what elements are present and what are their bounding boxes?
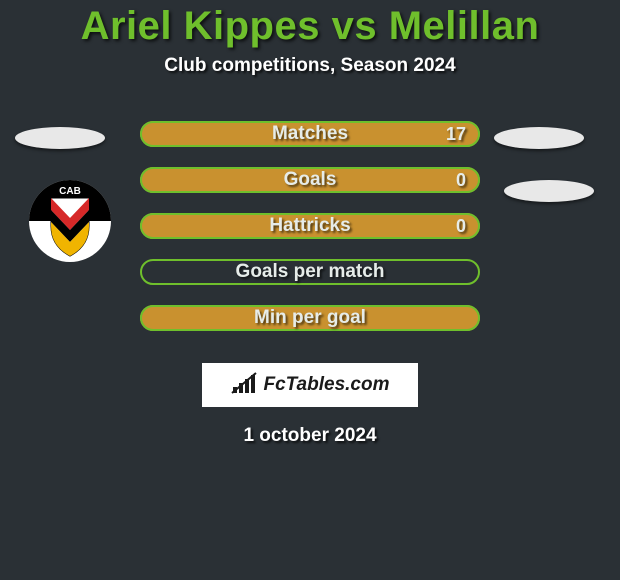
stat-label: Matches xyxy=(140,121,480,147)
brand-box: FcTables.com xyxy=(202,363,418,407)
stat-value: 17 xyxy=(446,121,466,147)
brand-bars-icon xyxy=(230,371,258,400)
stat-row: Goals0 xyxy=(0,167,620,213)
stat-value: 0 xyxy=(456,213,466,239)
page-title: Ariel Kippes vs Melillan xyxy=(0,4,620,49)
stat-value: 0 xyxy=(456,167,466,193)
stat-label: Goals xyxy=(140,167,480,193)
stat-row: Goals per match xyxy=(0,259,620,305)
brand-text: FcTables.com xyxy=(263,374,389,396)
subtitle: Club competitions, Season 2024 xyxy=(0,55,620,77)
stat-label: Min per goal xyxy=(140,305,480,331)
date-label: 1 october 2024 xyxy=(0,425,620,447)
stat-row: Min per goal xyxy=(0,305,620,351)
stat-label: Goals per match xyxy=(140,259,480,285)
stat-row: Hattricks0 xyxy=(0,213,620,259)
stat-row: Matches17 xyxy=(0,121,620,167)
stat-label: Hattricks xyxy=(140,213,480,239)
